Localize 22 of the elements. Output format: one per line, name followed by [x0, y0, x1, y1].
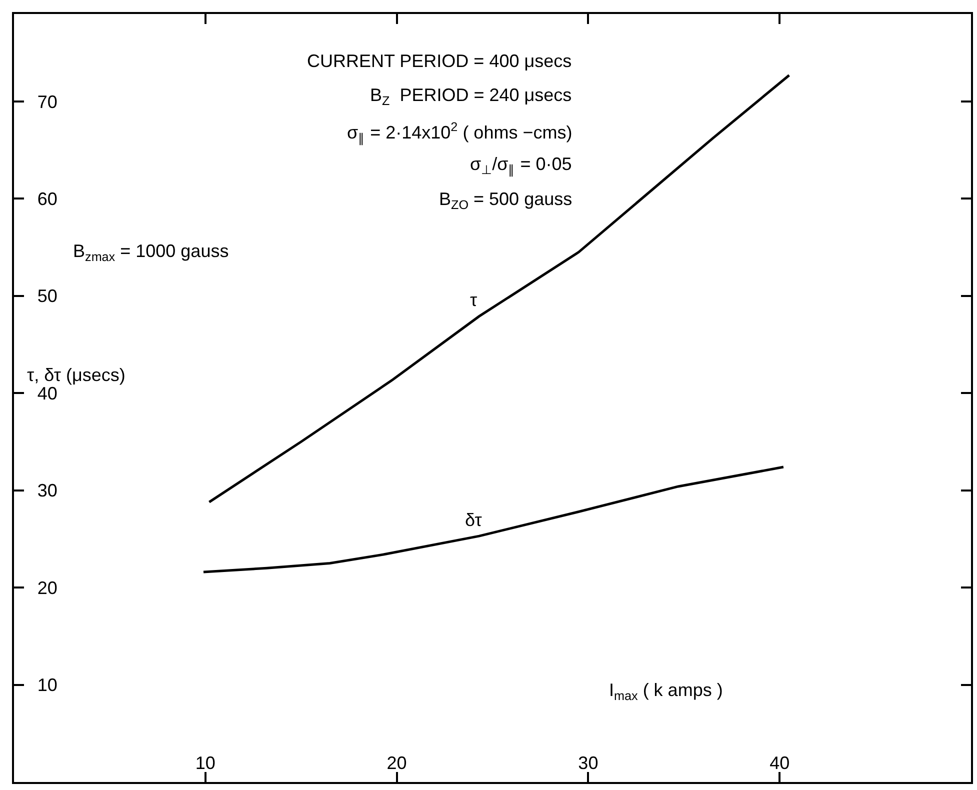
y-tick-label: 60 [37, 189, 58, 210]
y-tick-label: 50 [37, 286, 58, 306]
annotation: σ$_{⊥}$/σ$_{∥}$ = 0·05 [470, 154, 572, 177]
x-tick-label: 30 [578, 753, 598, 773]
x-tick-label: 20 [386, 753, 407, 773]
y-tick-label: 10 [37, 675, 58, 696]
annotation: σ$_{∥}$ = 2·14x10$^{2}$ ( ohms −cms) [347, 120, 572, 146]
y-tick-label: 30 [37, 480, 58, 501]
y-tick-label: 20 [37, 578, 58, 598]
y-tick-label: 40 [37, 383, 58, 404]
annotation: CURRENT PERIOD = 400 μsecs [307, 51, 572, 71]
y-axis-title: τ, δτ (μsecs) [27, 365, 126, 385]
series-label: δτ [465, 510, 482, 530]
annotation: B$_{ZO}$ = 500 gauss [439, 189, 572, 212]
line-series [202, 466, 785, 574]
series-label: τ [470, 290, 478, 310]
annotation: B$_{Z}$ PERIOD = 240 μsecs [370, 85, 572, 108]
x-tick-label: 40 [770, 753, 790, 773]
x-axis-title: I$_{max}$ ( k amps ) [609, 680, 723, 703]
y-tick-label: 70 [37, 92, 58, 112]
x-tick-label: 10 [195, 753, 216, 773]
annotation: B$_{zmax}$ = 1000 gauss [73, 241, 229, 264]
